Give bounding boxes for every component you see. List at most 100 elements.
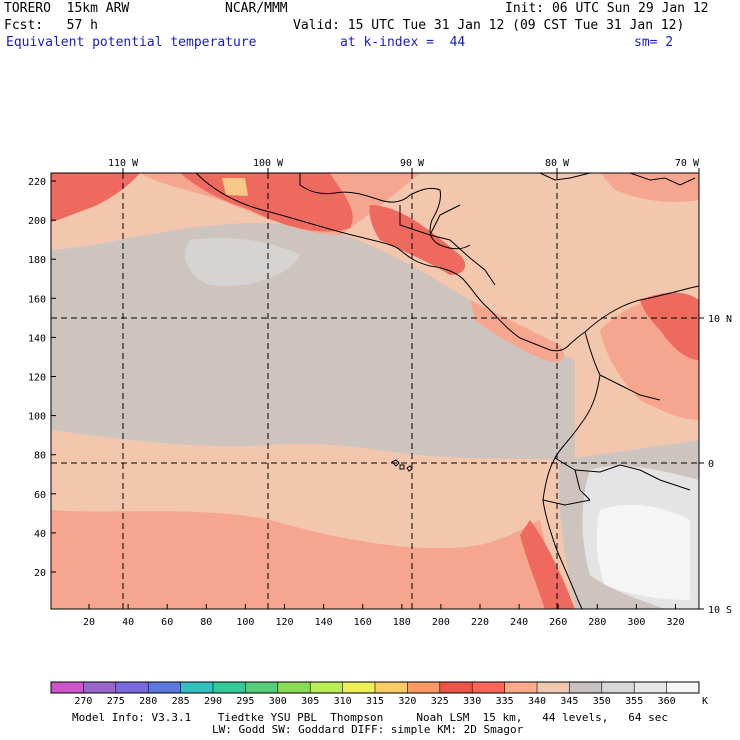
x-tick-label: 160 (354, 617, 372, 628)
model-info-line2: LW: Godd SW: Goddard DIFF: simple KM: 2D… (212, 723, 524, 736)
field-region-330-northwest (51, 173, 140, 222)
x-tick-label: 220 (471, 617, 489, 628)
colorbar-label: 350 (593, 696, 611, 707)
temperature-field (51, 173, 699, 609)
y-tick-label: 180 (28, 255, 46, 266)
colorbar-label: 300 (269, 696, 287, 707)
colorbar-label: 355 (625, 696, 643, 707)
colorbar-swatch (634, 682, 668, 693)
model-info-line1: Model Info: V3.3.1 Tiedtke YSU PBL Thomp… (72, 711, 669, 724)
init-time: Init: 06 UTC Sun 29 Jan 12 (505, 1, 709, 16)
field-region-330-centralam (369, 205, 466, 275)
forecast-hour: Fcst: 57 h (4, 18, 98, 33)
x-tick-label: 320 (666, 617, 684, 628)
coastline-mexico (195, 173, 586, 352)
field-region-330-mexico (180, 173, 353, 232)
smoothing-label: sm= 2 (634, 35, 674, 50)
field-region-325-hotspot (222, 178, 248, 196)
colorbar-label: 325 (431, 696, 449, 707)
y-tick-label: 200 (28, 216, 46, 227)
colorbar-swatch (666, 682, 700, 693)
colorbar-swatch (148, 682, 182, 693)
field-region-345-north (51, 300, 330, 424)
longitude-labels: 110 W 100 W 90 W 80 W 70 W (108, 158, 700, 173)
colorbar-swatch (342, 682, 376, 693)
x-tick-label: 40 (122, 617, 134, 628)
colorbar-label: 310 (334, 696, 352, 707)
lat-label: 0 (708, 459, 714, 470)
field-region-360-amazon (596, 504, 690, 600)
colorbar-swatch (51, 682, 84, 693)
x-tick-label: 140 (315, 617, 333, 628)
x-tick-label: 260 (549, 617, 567, 628)
x-tick-label: 180 (393, 617, 411, 628)
field-region-330-coast (520, 520, 575, 609)
y-tick-label: 100 (28, 412, 46, 423)
lon-label: 70 W (675, 158, 700, 169)
colorbar-swatch (601, 682, 635, 693)
grid-lines (51, 173, 699, 609)
colorbar-swatch (407, 682, 441, 693)
x-tick-label: 280 (588, 617, 606, 628)
valid-time: Valid: 15 UTC Tue 31 Jan 12 (09 CST Tue … (293, 18, 685, 33)
field-name: Equivalent potential temperature (6, 35, 257, 50)
colorbar-swatch (504, 682, 538, 693)
colorbar-swatch (310, 682, 344, 693)
x-axis: 20 40 60 80 100 120 140 160 180 200 220 240 260 280 30… (83, 604, 685, 628)
center-title: NCAR/MMM (225, 1, 288, 16)
colorbar-label: 360 (658, 696, 676, 707)
y-tick-label: 60 (34, 490, 46, 501)
colorbar-swatch (439, 682, 473, 693)
colorbar-label: 270 (74, 696, 92, 707)
lon-label: 90 W (400, 158, 425, 169)
colorbar-label: 335 (496, 696, 514, 707)
y-tick-label: 20 (34, 568, 46, 579)
model-title: TORERO 15km ARW (4, 1, 130, 16)
y-tick-label: 140 (28, 333, 46, 344)
latitude-labels: 10 N 0 10 S (699, 314, 732, 616)
lon-label: 110 W (108, 158, 139, 169)
colorbar-swatch (115, 682, 149, 693)
x-tick-label: 200 (432, 617, 450, 628)
coastlines (195, 173, 699, 609)
level-label: at k-index = 44 (340, 35, 466, 50)
colorbar-label: 290 (204, 696, 222, 707)
lat-label: 10 N (708, 314, 732, 325)
y-tick-label: 40 (34, 529, 46, 540)
colorbar: 270 275 280 285 290 295 300 305 310 315 320 325 330 3… (50, 681, 708, 707)
coastline-gulf (299, 173, 471, 250)
colorbar-swatch (472, 682, 506, 693)
x-tick-label: 80 (200, 617, 212, 628)
y-tick-label: 80 (34, 451, 46, 462)
lat-label: 10 S (708, 605, 732, 616)
colorbar-swatch (277, 682, 311, 693)
colorbar-label: 320 (398, 696, 416, 707)
x-tick-label: 60 (161, 617, 173, 628)
field-region-335-northeast (600, 173, 699, 202)
colorbar-label: 330 (463, 696, 481, 707)
lon-label: 80 W (545, 158, 570, 169)
colorbar-label: 345 (560, 696, 578, 707)
x-tick-label: 300 (627, 617, 645, 628)
coastline-caribbean-islands (539, 173, 696, 186)
colorbar-swatch (537, 682, 570, 693)
colorbar-swatch (213, 682, 246, 693)
colorbar-label: 340 (528, 696, 546, 707)
field-region-350-patch (185, 238, 300, 286)
colorbar-swatch (375, 682, 408, 693)
colorbar-label: 305 (301, 696, 319, 707)
colorbar-swatch (569, 682, 603, 693)
coastline-galapagos (391, 459, 413, 472)
y-tick-label: 220 (28, 177, 46, 188)
x-tick-label: 120 (275, 617, 293, 628)
coastline-northcoast (584, 285, 699, 333)
plot-frame (50, 172, 700, 610)
field-region-335-south (51, 510, 560, 609)
border-centralamerica (399, 204, 496, 286)
colorbar-label: 275 (107, 696, 125, 707)
colorbar-swatch (83, 682, 117, 693)
colorbar-label: 280 (139, 696, 157, 707)
x-tick-label: 240 (510, 617, 528, 628)
field-region-330-venezuela (640, 292, 699, 360)
field-region-340-northeast (430, 173, 699, 300)
